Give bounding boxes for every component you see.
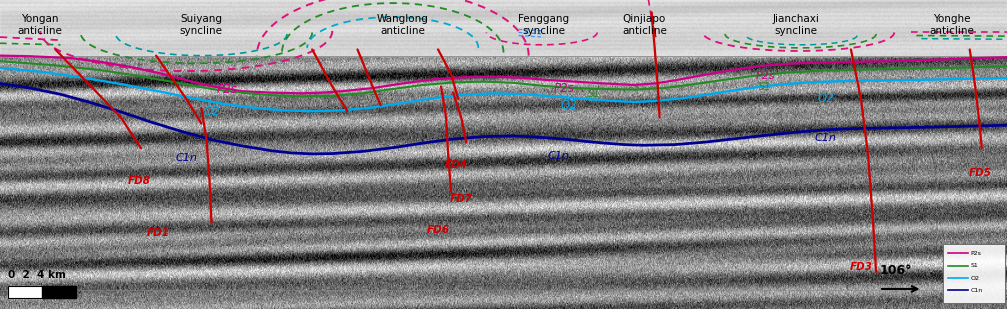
Text: S1: S1: [971, 263, 979, 268]
Text: P2s: P2s: [755, 71, 775, 81]
Text: O2: O2: [561, 99, 577, 112]
Text: Fenggang
syncline: Fenggang syncline: [519, 14, 569, 36]
Text: O2: O2: [971, 276, 980, 281]
Text: S1: S1: [759, 82, 771, 91]
Text: S1: S1: [588, 89, 600, 99]
Text: 106°: 106°: [879, 264, 911, 277]
Text: Wanglong
anticline: Wanglong anticline: [377, 14, 429, 36]
Text: P2s: P2s: [554, 82, 574, 95]
Text: Suiyang
syncline: Suiyang syncline: [180, 14, 223, 36]
Text: Qinjiapo
anticline: Qinjiapo anticline: [622, 14, 667, 36]
Bar: [8, 286, 41, 298]
Bar: [41, 286, 76, 298]
Text: C1n: C1n: [548, 151, 570, 161]
Text: FD4: FD4: [445, 160, 467, 170]
Text: C1n: C1n: [815, 133, 837, 142]
Text: Yongan
anticline: Yongan anticline: [18, 14, 62, 36]
Text: FD5: FD5: [969, 168, 991, 178]
Text: FD6: FD6: [427, 225, 449, 235]
Text: C1n: C1n: [175, 153, 197, 163]
Text: 0  2  4 km: 0 2 4 km: [8, 270, 65, 280]
Text: FD8: FD8: [128, 176, 150, 186]
Text: Jianchaxi
syncline: Jianchaxi syncline: [772, 14, 819, 36]
Text: C1n: C1n: [971, 288, 983, 293]
Text: P2s: P2s: [217, 83, 237, 96]
Text: S1: S1: [251, 94, 263, 104]
Text: FD7: FD7: [450, 194, 472, 204]
Text: O2: O2: [203, 105, 220, 118]
Text: O2: O2: [818, 92, 834, 105]
Bar: [8, 286, 76, 298]
Text: FD1: FD1: [147, 228, 169, 238]
Text: P2s: P2s: [971, 251, 982, 256]
Bar: [943, 244, 1005, 303]
Text: Yonghe
anticline: Yonghe anticline: [929, 14, 974, 36]
Text: FD3: FD3: [850, 262, 872, 272]
